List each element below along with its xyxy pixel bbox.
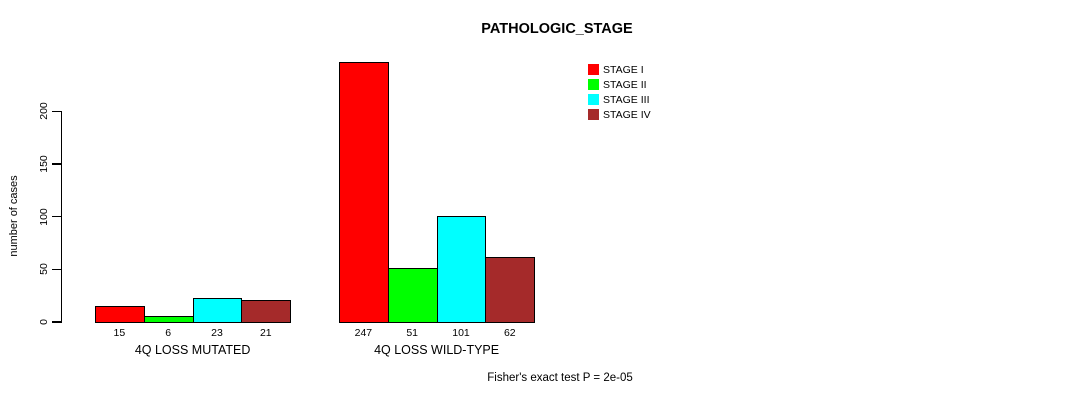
y-tick [52,216,62,218]
bar-value-label: 21 [259,327,272,339]
bar-4q-loss-mutated-stage-i [95,306,145,323]
legend-swatch-stage-iii [588,94,599,105]
legend-item-stage-ii: STAGE II [588,78,651,91]
bar-4q-loss-mutated-stage-iv [241,299,292,323]
y-tick [52,268,62,270]
y-tick [52,163,62,165]
y-tick [52,110,62,112]
bar-value-label: 51 [406,327,419,339]
y-tick-label: 50 [38,263,50,276]
bar-value-label: 6 [165,327,172,339]
bar-4q-loss-wild-type-stage-iv [485,256,536,323]
bar-4q-loss-wild-type-stage-iii [436,215,487,323]
y-tick-label: 150 [38,155,50,173]
legend-label-stage-iii: STAGE III [603,93,650,106]
legend-item-stage-i: STAGE I [588,63,651,76]
bar-4q-loss-wild-type-stage-i [339,61,389,323]
legend-item-stage-iv: STAGE IV [588,108,651,121]
legend-item-stage-iii: STAGE III [588,93,651,106]
group-label-4q-loss-mutated: 4Q LOSS MUTATED [134,343,251,357]
bar-4q-loss-wild-type-stage-ii [387,268,438,323]
y-tick-label: 100 [38,207,50,226]
legend-label-stage-ii: STAGE II [603,78,647,91]
y-axis-title: number of cases [8,175,20,257]
bar-value-label: 15 [113,327,126,339]
legend: STAGE I STAGE II STAGE III STAGE IV [588,64,651,124]
legend-swatch-stage-iv [588,109,599,120]
bar-4q-loss-mutated-stage-iii [192,297,243,323]
y-tick-label: 0 [38,319,50,325]
bar-value-label: 62 [503,327,516,339]
y-tick [52,321,62,323]
legend-label-stage-iv: STAGE IV [603,108,651,121]
bar-4q-loss-mutated-stage-ii [143,315,194,323]
bar-value-label: 247 [354,327,373,339]
legend-swatch-stage-ii [588,79,599,90]
bar-value-label: 101 [452,327,470,339]
annotation-text: Fisher's exact test P = 2e-05 [487,372,633,384]
legend-swatch-stage-i [588,64,599,75]
bar-value-label: 23 [211,327,223,339]
group-label-4q-loss-wild-type: 4Q LOSS WILD-TYPE [374,343,500,357]
chart-title: PATHOLOGIC_STAGE [481,21,633,37]
legend-label-stage-i: STAGE I [603,63,644,76]
y-tick-label: 200 [38,102,50,121]
